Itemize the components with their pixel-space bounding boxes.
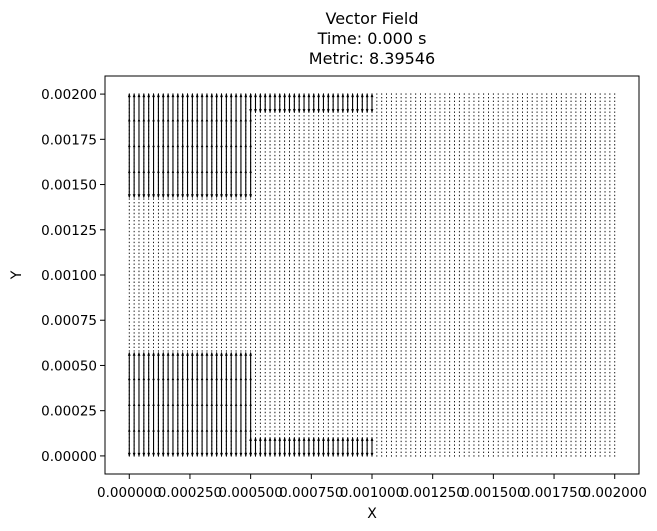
strong-arrow-inner-heads — [127, 377, 252, 432]
strong-arrow-inner-heads — [127, 118, 252, 173]
x-tick-label: 0.002000 — [583, 485, 647, 501]
x-tick-label: 0.000000 — [97, 485, 161, 501]
x-tick-label: 0.000500 — [218, 485, 282, 501]
x-axis: 0.0000000.0002500.0005000.0007500.001000… — [97, 474, 647, 501]
y-tick-label: 0.00050 — [41, 358, 97, 374]
y-tick-label: 0.00150 — [41, 178, 97, 194]
strong-arrow-heads — [249, 436, 374, 457]
plot-area — [104, 75, 640, 475]
y-tick-label: 0.00100 — [41, 268, 97, 284]
strong-arrow-shafts — [128, 352, 252, 456]
y-tick-label: 0.00125 — [41, 223, 97, 239]
strong-flow-region-1 — [127, 93, 253, 199]
x-tick-label: 0.000250 — [158, 485, 222, 501]
strong-flow-region-4 — [249, 436, 374, 457]
strong-flow-region-2 — [249, 93, 374, 114]
x-tick-label: 0.001750 — [522, 485, 586, 501]
strong-arrow-shafts — [250, 94, 373, 113]
y-tick-label: 0.00175 — [41, 132, 97, 148]
strong-arrow-shafts — [128, 94, 252, 198]
strong-arrow-heads — [127, 93, 253, 199]
strong-flow-region-3 — [127, 351, 253, 457]
y-tick-label: 0.00025 — [41, 404, 97, 420]
chart-title-line-2: Time: 0.000 s — [317, 29, 427, 48]
chart-title-line-1: Vector Field — [326, 9, 419, 28]
y-tick-label: 0.00200 — [41, 87, 97, 103]
x-tick-label: 0.001500 — [461, 485, 525, 501]
y-tick-label: 0.00000 — [41, 449, 97, 465]
y-tick-label: 0.00075 — [41, 313, 97, 329]
chart-title-line-3: Metric: 8.39546 — [309, 49, 435, 68]
strong-arrow-shafts — [250, 437, 373, 456]
x-tick-label: 0.001250 — [400, 485, 464, 501]
x-tick-label: 0.001000 — [340, 485, 404, 501]
strong-arrow-heads — [127, 351, 253, 457]
y-axis-label: Y — [9, 270, 25, 280]
vector-field — [127, 93, 616, 457]
strong-arrow-heads — [249, 93, 374, 114]
y-axis: 0.00000 0.00025 0.00050 0.00075 0.00100 0.001… — [41, 87, 105, 465]
x-tick-label: 0.000750 — [279, 485, 343, 501]
x-axis-label: X — [367, 506, 377, 522]
